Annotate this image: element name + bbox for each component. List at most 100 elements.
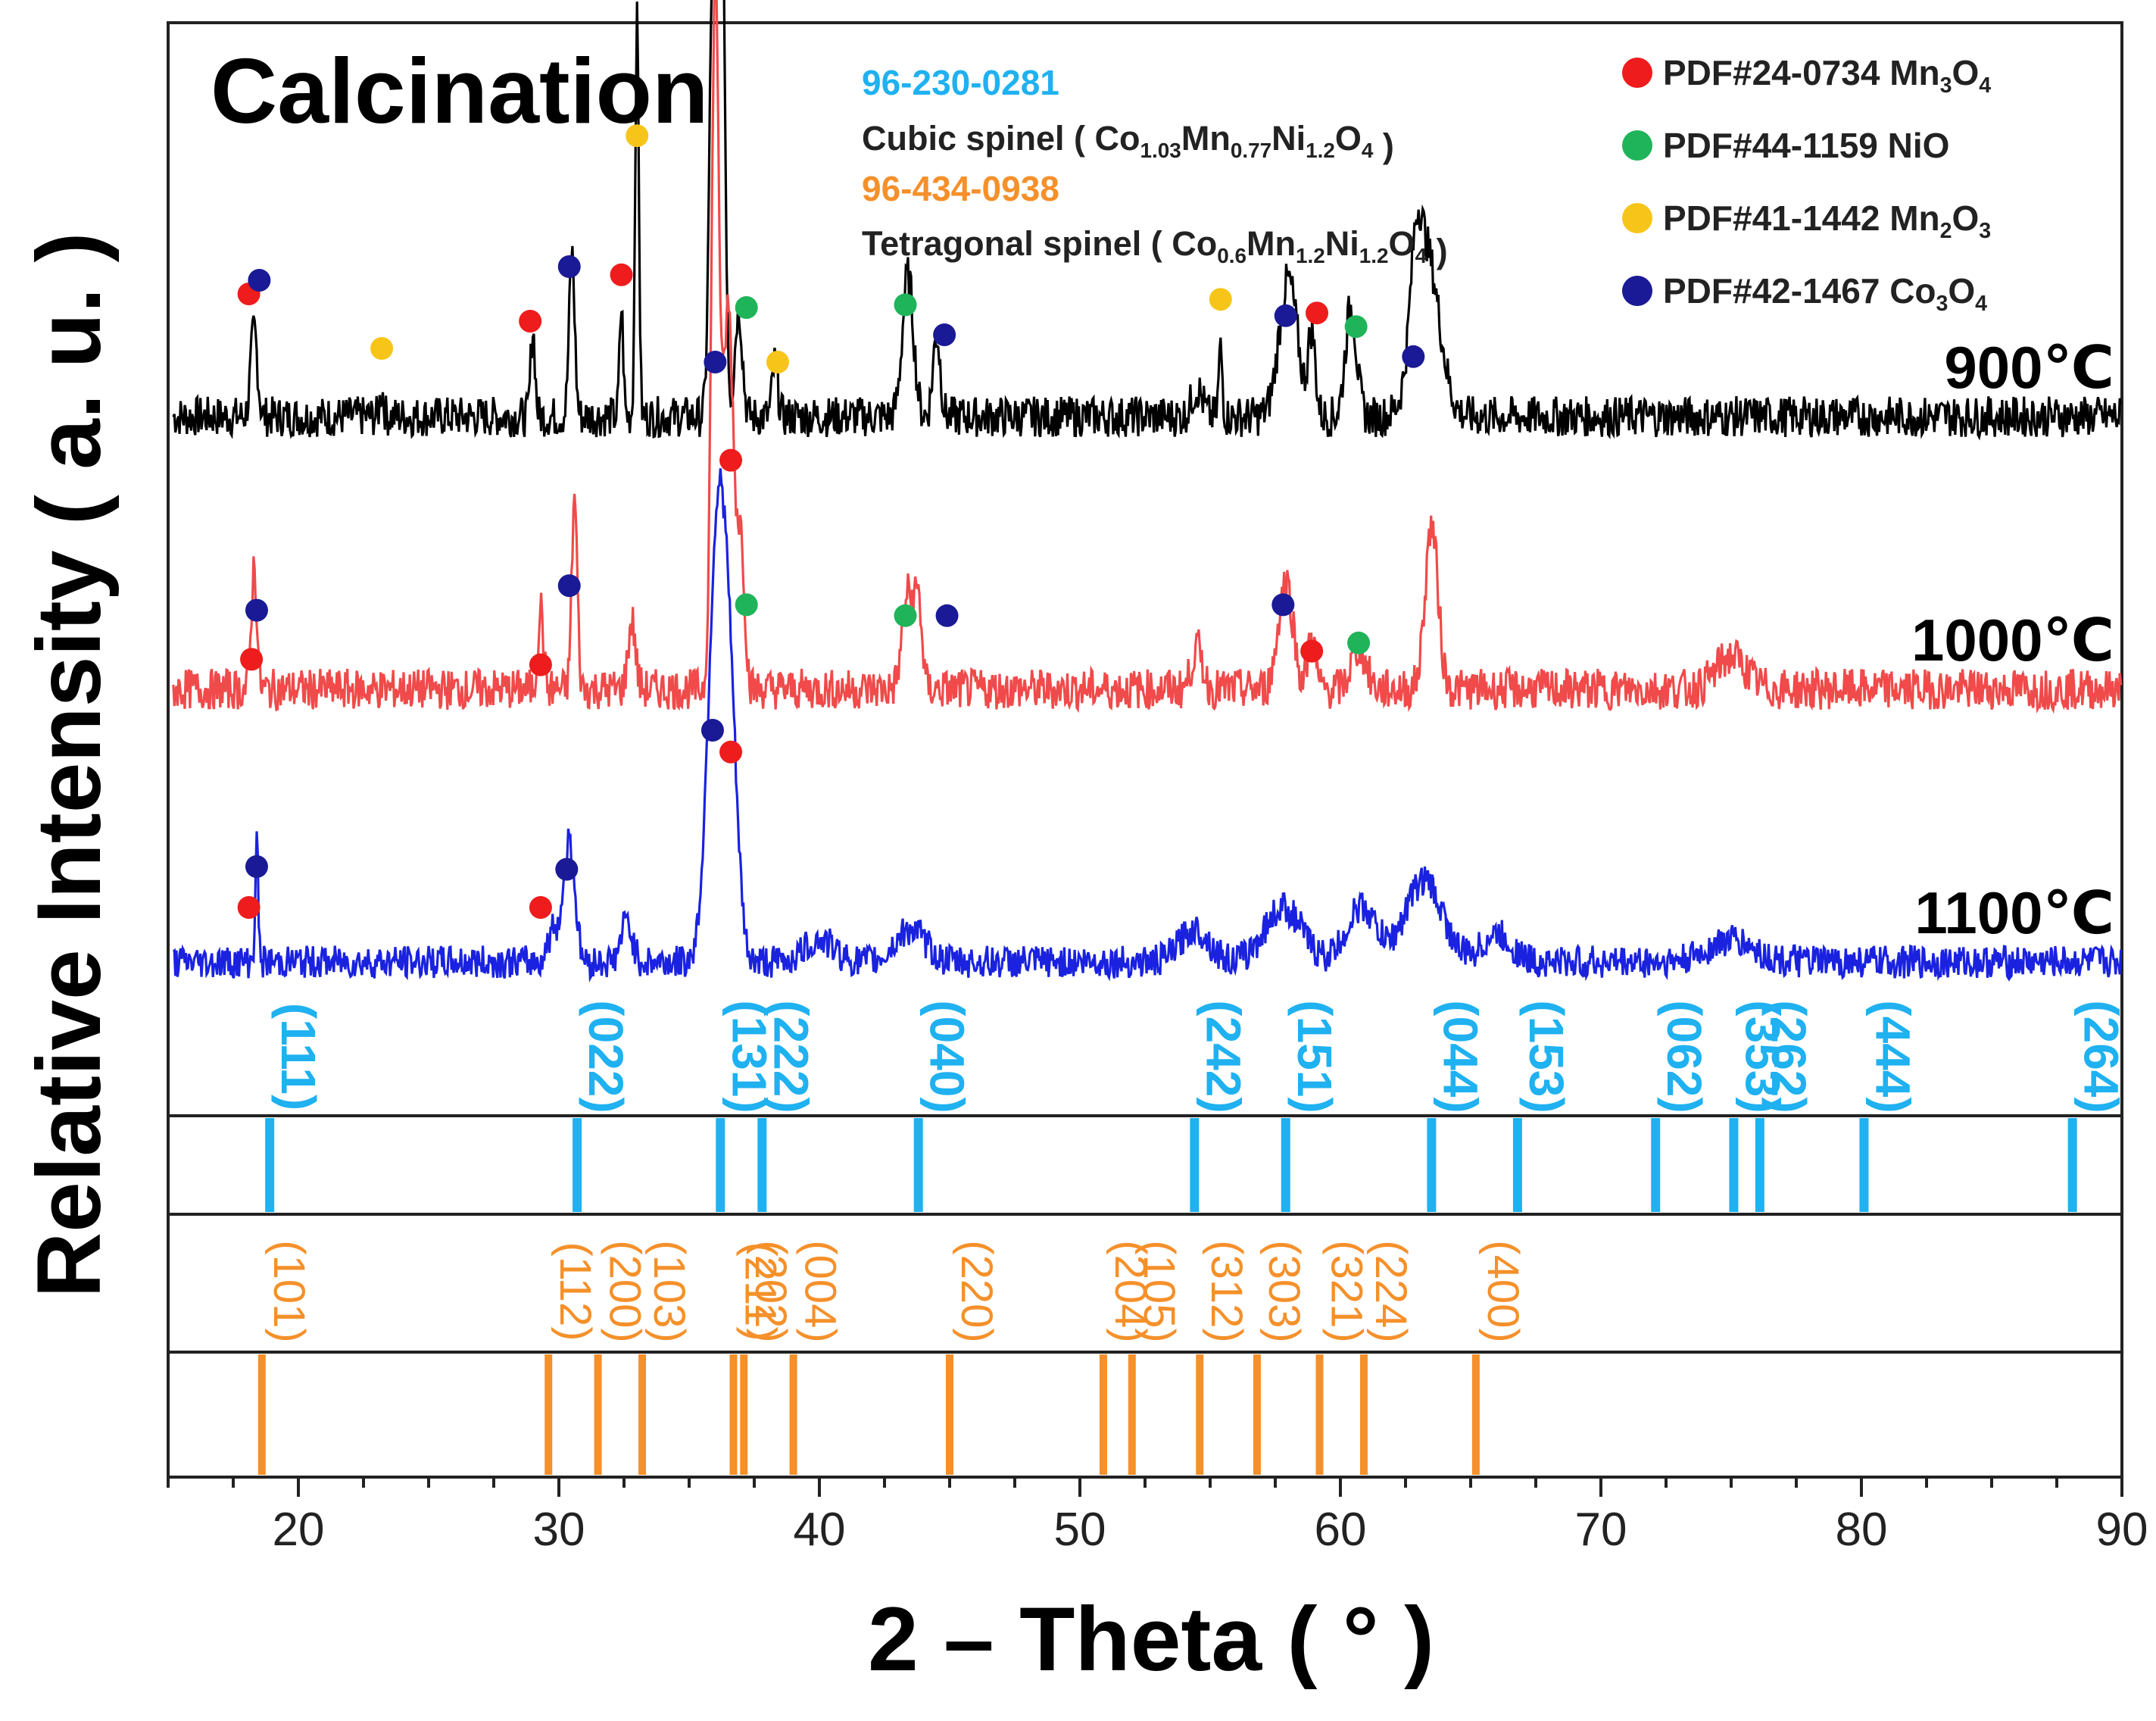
- marker-co3o4: [1274, 304, 1297, 327]
- cubic-hkl-label: (153): [1519, 1000, 1574, 1113]
- tetragonal-hkl-label: (224): [1366, 1240, 1415, 1342]
- reference-legend: 96-230-0281 Cubic spinel ( Co1.03Mn0.77N…: [862, 63, 1448, 270]
- tetragonal-stick: [257, 1354, 266, 1475]
- marker-mn3o4: [529, 896, 552, 919]
- cubic-hkl-label: (262): [1761, 1000, 1816, 1113]
- tetragonal-hkl-label: (204): [1106, 1240, 1155, 1342]
- x-tick-label: 90: [2096, 1504, 2148, 1556]
- marker-mn3o4: [240, 648, 264, 671]
- tetragonal-hkl-label: (220): [952, 1240, 1001, 1342]
- tetragonal-hkl-label: (103): [644, 1240, 694, 1342]
- tetragonal-stick: [1359, 1354, 1368, 1475]
- cubic-stick: [1755, 1118, 1764, 1212]
- tetragonal-stick: [1099, 1354, 1107, 1475]
- tetragonal-stick: [1253, 1354, 1261, 1475]
- marker-nio: [735, 593, 758, 617]
- tetragonal-stick: [1196, 1354, 1204, 1475]
- cubic-hkl-label: (222): [763, 1000, 818, 1113]
- marker-nio: [894, 293, 917, 317]
- marker-co3o4: [248, 269, 271, 292]
- cubic-stick: [913, 1118, 923, 1212]
- tetragonal-stick: [740, 1354, 748, 1475]
- marker-mn2o3: [1209, 288, 1232, 311]
- marker-mn2o3: [766, 351, 789, 373]
- cubic-reference-name: Cubic spinel ( Co1.03Mn0.77Ni1.2O4 ): [862, 119, 1394, 165]
- x-tick-label: 60: [1315, 1504, 1367, 1556]
- marker-co3o4: [245, 855, 268, 878]
- tetragonal-reference-name: Tetragonal spinel ( Co0.6Mn1.2Ni1.2O4 ): [862, 224, 1448, 270]
- marker-mn3o4: [529, 653, 552, 676]
- cubic-reference-code: 96-230-0281: [862, 63, 1059, 102]
- cubic-stick: [1651, 1118, 1661, 1212]
- tetragonal-stick: [1315, 1354, 1324, 1475]
- marker-co3o4: [935, 604, 959, 627]
- tetragonal-hkl-label: (321): [1321, 1240, 1371, 1342]
- trace-900C: [172, 0, 2123, 441]
- marker-nio: [1347, 631, 1371, 654]
- x-axis-label: 2 – Theta ( ° ): [868, 1588, 1434, 1690]
- cubic-stick: [1512, 1118, 1522, 1212]
- cubic-stick: [1729, 1118, 1739, 1212]
- tetragonal-hkl-label: (211): [735, 1242, 785, 1341]
- marker-co3o4: [933, 323, 956, 346]
- marker-mn2o3: [626, 124, 649, 148]
- cubic-stick: [1190, 1118, 1200, 1212]
- x-tick-label: 50: [1054, 1504, 1106, 1556]
- x-tick-label: 20: [273, 1504, 325, 1556]
- tetragonal-reference-code: 96-434-0938: [862, 169, 1059, 208]
- series-label-900: 900℃: [1944, 334, 2114, 401]
- cubic-hkl-label: (264): [2074, 1000, 2129, 1113]
- cubic-stick: [573, 1118, 582, 1212]
- marker-nio: [1344, 315, 1368, 339]
- legend-swatch-mn3o4: [1622, 58, 1652, 88]
- marker-co3o4: [704, 351, 727, 373]
- cubic-hkl-label: (044): [1433, 1000, 1487, 1113]
- tetragonal-stick: [638, 1354, 647, 1475]
- marker-co3o4: [557, 574, 581, 598]
- cubic-hkl-label: (022): [579, 1000, 633, 1113]
- marker-nio: [735, 296, 758, 319]
- tetragonal-hkl-label: (303): [1259, 1240, 1309, 1342]
- cubic-hkl-label: (131): [722, 1000, 776, 1113]
- series-label-1000: 1000℃: [1911, 607, 2114, 673]
- cubic-reference-panel: [167, 1114, 2123, 1216]
- cubic-stick: [1281, 1118, 1290, 1212]
- cubic-stick: [716, 1118, 725, 1212]
- x-tick-label: 70: [1575, 1504, 1627, 1556]
- series-label-1100: 1100℃: [1914, 879, 2114, 946]
- legend-label-co3o4: PDF#42-1467 Co3O4: [1663, 271, 1987, 316]
- marker-mn3o4: [1300, 639, 1324, 663]
- tetragonal-hkl-label: (112): [551, 1242, 600, 1341]
- tetragonal-stick: [544, 1354, 553, 1475]
- x-tick-label: 80: [1836, 1504, 1888, 1556]
- tetragonal-stick-panel: [167, 1351, 2123, 1479]
- marker-co3o4: [700, 719, 724, 742]
- trace-1100C: [172, 468, 2123, 983]
- cubic-hkl-label: (242): [1196, 1000, 1250, 1113]
- tetragonal-stick: [946, 1354, 953, 1475]
- cubic-hkl-label: (151): [1287, 1000, 1342, 1113]
- marker-mn3o4: [519, 310, 542, 333]
- marker-co3o4: [557, 255, 581, 278]
- tetragonal-hkl-label: (105): [1134, 1240, 1184, 1342]
- marker-mn3o4: [1306, 301, 1329, 325]
- tetragonal-hkl-label: (202): [746, 1240, 795, 1342]
- marker-co3o4: [1402, 345, 1425, 368]
- tetragonal-hkl-label: (101): [264, 1240, 314, 1342]
- cubic-hkl-label: (444): [1865, 1000, 1920, 1113]
- y-axis-label: Relative Intensity ( a. u. ): [18, 232, 120, 1298]
- x-tick-label: 40: [794, 1504, 846, 1556]
- cubic-stick: [265, 1118, 275, 1212]
- chart-title: Calcination: [211, 39, 709, 142]
- legend-label-nio: PDF#44-1159 NiO: [1663, 126, 1949, 165]
- tetragonal-hkl-label: (400): [1478, 1240, 1527, 1342]
- marker-co3o4: [245, 598, 268, 622]
- trace-1000C: [172, 0, 2123, 714]
- marker-mn3o4: [719, 740, 743, 764]
- legend-label-mn3o4: PDF#24-0734 Mn3O4: [1663, 53, 1991, 98]
- cubic-hkl-label: (353): [1735, 1000, 1789, 1113]
- tetragonal-hkl-label: (004): [796, 1240, 845, 1342]
- cubic-hkl-label: (062): [1657, 1000, 1711, 1113]
- cubic-stick: [2067, 1118, 2077, 1212]
